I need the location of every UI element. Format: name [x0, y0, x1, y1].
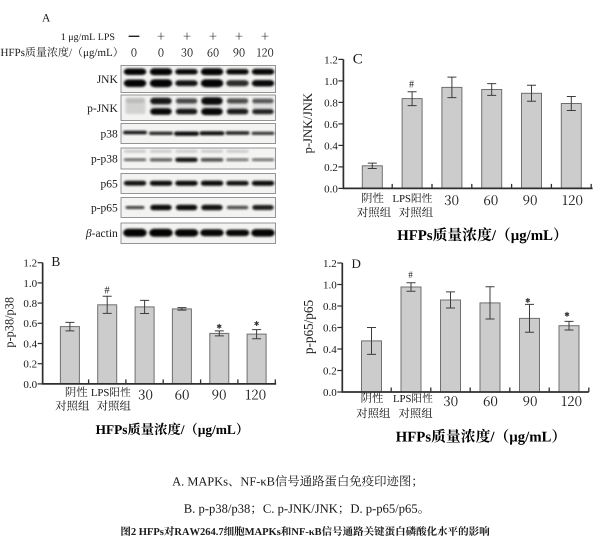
- svg-text:1.2: 1.2: [23, 258, 37, 270]
- svg-text:p-p38: p-p38: [91, 154, 118, 166]
- svg-text:#: #: [409, 79, 414, 90]
- svg-text:0.8: 0.8: [23, 298, 37, 310]
- svg-text:p38: p38: [101, 129, 119, 141]
- svg-text:0.6: 0.6: [323, 322, 337, 334]
- svg-text:p-p65: p-p65: [91, 203, 118, 215]
- svg-text:0.0: 0.0: [323, 387, 337, 399]
- svg-text:D: D: [352, 256, 361, 271]
- svg-text:p-JNK/JNK: p-JNK/JNK: [301, 92, 315, 153]
- svg-text:1.0: 1.0: [324, 76, 338, 88]
- svg-text:#: #: [104, 285, 110, 296]
- svg-text:p65: p65: [101, 179, 119, 191]
- svg-text:JNK: JNK: [97, 74, 119, 86]
- svg-text:1.0: 1.0: [23, 278, 37, 290]
- svg-text:0.8: 0.8: [323, 301, 337, 313]
- svg-text:0.4: 0.4: [323, 344, 337, 356]
- svg-text:0.2: 0.2: [323, 365, 337, 377]
- svg-text:C: C: [353, 52, 363, 68]
- svg-text:0.0: 0.0: [324, 183, 338, 195]
- svg-text:0.4: 0.4: [23, 338, 37, 350]
- svg-text:0.8: 0.8: [324, 97, 338, 109]
- svg-text:A: A: [42, 13, 51, 25]
- svg-text:p-p65/p65: p-p65/p65: [301, 299, 316, 354]
- svg-text:0.6: 0.6: [324, 119, 338, 131]
- svg-text:B: B: [51, 254, 60, 269]
- svg-text:p-p38/p38: p-p38/p38: [3, 297, 17, 348]
- svg-text:β-actin: β-actin: [85, 228, 118, 240]
- svg-text:p-JNK: p-JNK: [87, 103, 118, 115]
- svg-text:#: #: [408, 270, 413, 280]
- svg-text:0.2: 0.2: [324, 162, 338, 174]
- svg-text:1.2: 1.2: [324, 54, 338, 66]
- svg-text:0.2: 0.2: [23, 359, 37, 371]
- svg-text:1.0: 1.0: [323, 279, 337, 291]
- svg-text:0.0: 0.0: [23, 379, 37, 391]
- svg-text:0.4: 0.4: [324, 140, 338, 152]
- svg-text:0.6: 0.6: [23, 318, 37, 330]
- svg-text:1.2: 1.2: [323, 258, 337, 270]
